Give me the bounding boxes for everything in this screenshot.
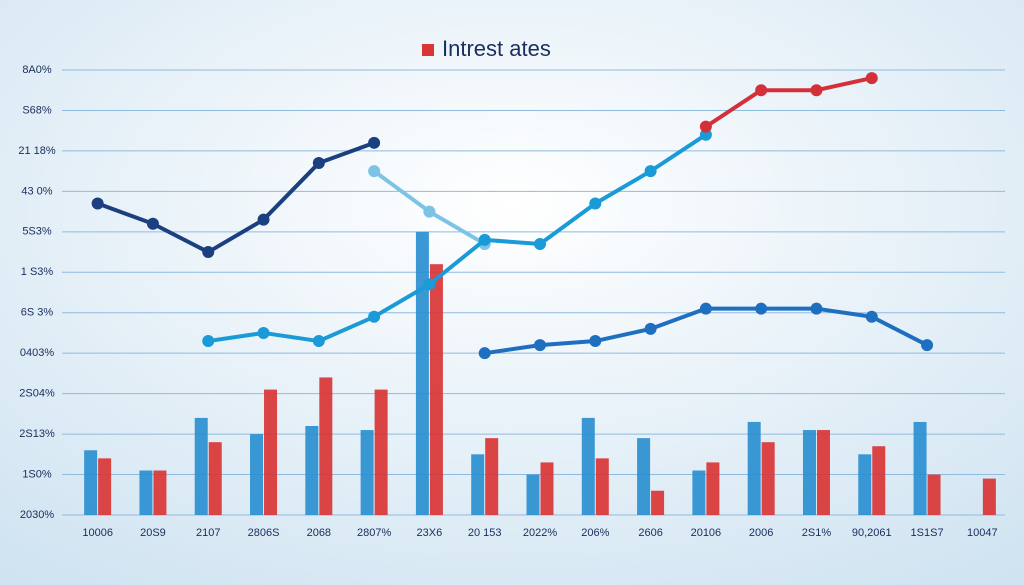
bar: [208, 442, 222, 515]
line-point: [865, 72, 878, 85]
line-point: [921, 339, 934, 352]
line-point: [202, 246, 215, 259]
bar: [319, 377, 333, 515]
line-point: [423, 278, 436, 291]
x-tick-label: 20106: [691, 527, 722, 539]
bar: [581, 417, 595, 515]
bar: [982, 478, 996, 515]
y-tick-label: 1 S3%: [21, 266, 54, 278]
line-point: [257, 326, 270, 339]
x-tick-label: 10047: [967, 527, 998, 539]
bar: [429, 264, 443, 515]
y-tick-label: 2S13%: [19, 428, 55, 440]
bar: [927, 474, 941, 515]
x-tick-label: 206%: [581, 527, 609, 539]
x-tick-label: 10006: [82, 527, 113, 539]
bar: [637, 438, 651, 515]
y-tick-label: 8A0%: [22, 64, 52, 76]
x-tick-label: 2806S: [248, 527, 280, 539]
line-point: [534, 339, 546, 352]
bar: [872, 446, 886, 515]
bar: [374, 389, 388, 515]
y-tick-label: 5S3%: [22, 226, 52, 238]
y-tick-label: 2030%: [20, 509, 54, 521]
x-tick-label: 2S1%: [802, 527, 832, 539]
bar: [153, 470, 167, 515]
bar: [651, 490, 665, 515]
x-tick-label: 1S1S7: [911, 527, 944, 539]
line-point: [644, 322, 657, 335]
bar: [816, 430, 830, 515]
x-tick-label: 20 153: [468, 527, 502, 539]
line-point: [368, 136, 381, 149]
x-tick-label: 2022%: [523, 527, 557, 539]
line-point: [312, 157, 325, 170]
line-point: [423, 205, 436, 218]
bar: [415, 231, 429, 515]
line-point: [312, 335, 325, 348]
line-point: [755, 84, 768, 97]
line-point: [257, 213, 270, 226]
bar: [98, 458, 112, 515]
line-point: [478, 347, 491, 360]
bar: [692, 470, 706, 515]
x-tick-label: 90,2061: [852, 527, 892, 539]
x-tick-label: 2107: [196, 527, 220, 539]
x-tick-label: 20S9: [140, 527, 166, 539]
bar: [802, 430, 816, 515]
line-point: [810, 84, 823, 97]
line-point: [589, 197, 602, 210]
y-tick-label: 43 0%: [21, 185, 52, 197]
line-point: [644, 165, 657, 178]
x-tick-label: 2606: [638, 527, 662, 539]
line-point: [589, 335, 602, 348]
y-tick-label: 21 18%: [18, 145, 56, 157]
bar: [264, 389, 278, 515]
line-point: [810, 302, 823, 315]
line-point: [699, 302, 712, 315]
bar: [305, 426, 319, 515]
bar: [139, 470, 153, 515]
line-point: [865, 310, 878, 323]
bar: [747, 421, 761, 515]
bar: [540, 462, 554, 515]
bar: [913, 421, 927, 515]
line-point: [478, 233, 491, 246]
bar: [761, 442, 775, 515]
legend-swatch: [422, 44, 434, 56]
line-point: [699, 120, 712, 133]
y-tick-label: 2S04%: [19, 388, 55, 400]
line: [207, 133, 707, 344]
line-point: [368, 165, 381, 178]
line: [704, 76, 873, 129]
x-tick-label: 23X6: [417, 527, 443, 539]
line-point: [91, 197, 104, 210]
bar: [360, 430, 374, 515]
bar: [250, 434, 264, 515]
line-point: [755, 302, 768, 315]
line-point: [534, 237, 546, 250]
x-tick-label: 2807%: [357, 527, 391, 539]
legend-label: Intrest ates: [442, 36, 551, 61]
bar: [485, 438, 499, 515]
line-point: [368, 310, 381, 323]
line: [96, 140, 375, 255]
bar: [526, 474, 540, 515]
bar: [595, 458, 609, 515]
bar: [706, 462, 720, 515]
y-tick-label: 0403%: [20, 347, 54, 359]
y-tick-label: S68%: [22, 104, 52, 116]
line-point: [202, 335, 215, 348]
bar: [858, 454, 872, 515]
line-point: [146, 217, 159, 230]
bar: [84, 450, 98, 515]
bar: [194, 417, 208, 515]
x-tick-label: 2068: [307, 527, 331, 539]
y-tick-label: 6S 3%: [21, 307, 54, 319]
bar: [471, 454, 485, 515]
x-tick-label: 2006: [749, 527, 773, 539]
y-tick-label: 1S0%: [22, 468, 52, 480]
